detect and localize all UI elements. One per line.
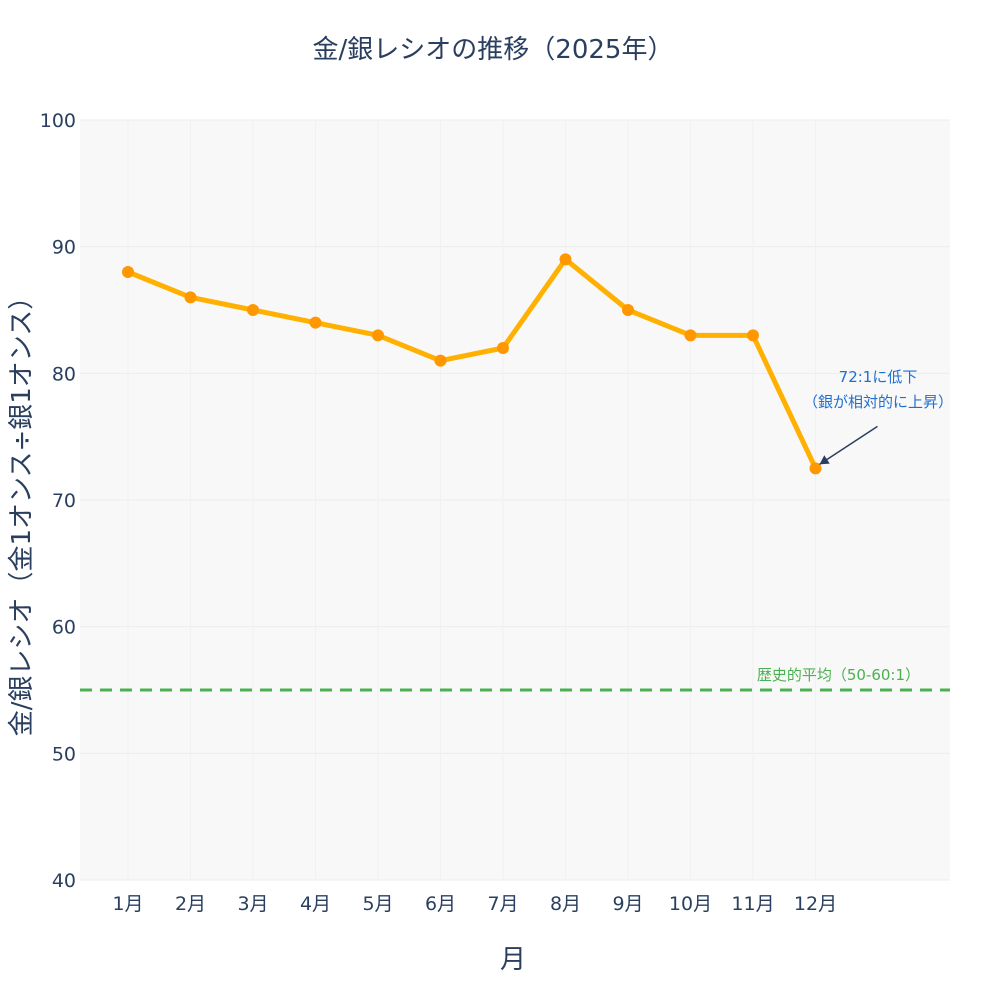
data-point[interactable]: [184, 291, 197, 304]
data-point[interactable]: [434, 354, 447, 367]
x-tick-label: 6月: [425, 893, 456, 915]
y-tick-label: 90: [52, 237, 76, 259]
x-tick-label: 4月: [300, 893, 331, 915]
historical-average-label: 歴史的平均（50-60:1）: [757, 666, 920, 684]
y-tick-label: 70: [52, 490, 76, 512]
chart-title: 金/銀レシオの推移（2025年）: [313, 35, 674, 65]
x-axis-title: 月: [500, 945, 526, 975]
x-tick-label: 10月: [669, 893, 712, 915]
y-tick-label: 80: [52, 363, 76, 385]
y-tick-label: 50: [52, 743, 76, 765]
data-point[interactable]: [809, 462, 822, 475]
x-tick-label: 7月: [487, 893, 518, 915]
y-tick-label: 100: [40, 110, 76, 132]
data-point[interactable]: [122, 266, 134, 278]
x-tick-label: 1月: [112, 893, 143, 915]
x-tick-label: 2月: [175, 893, 206, 915]
data-point[interactable]: [372, 329, 384, 342]
y-tick-label: 60: [52, 617, 76, 639]
x-tick-labels: 1月 2月 3月 4月 5月 6月 7月 8月 9月 10月 11月 12月: [112, 893, 837, 915]
data-point[interactable]: [247, 304, 259, 316]
x-tick-label: 12月: [794, 893, 837, 915]
annotation-group: 72:1に低下 （銀が相対的に上昇）: [803, 368, 953, 465]
annotation-arrowhead: [819, 455, 830, 465]
annotation-text: （銀が相対的に上昇）: [803, 393, 953, 411]
x-tick-label: 5月: [362, 893, 393, 915]
data-point[interactable]: [309, 316, 322, 329]
data-point[interactable]: [684, 329, 697, 342]
data-point[interactable]: [747, 329, 759, 342]
data-point[interactable]: [559, 253, 572, 266]
reference-line-group: 歴史的平均（50-60:1）: [80, 666, 950, 692]
series-line: [125, 256, 818, 471]
x-tick-label: 3月: [237, 893, 268, 915]
y-tick-label: 40: [52, 870, 76, 892]
series-group: [122, 253, 822, 475]
y-tick-labels: 40 50 60 70 80 90 100: [40, 110, 76, 892]
x-tick-label: 8月: [550, 893, 581, 915]
gridlines: [80, 119, 950, 881]
data-point[interactable]: [622, 304, 634, 316]
x-tick-label: 11月: [731, 893, 774, 915]
y-axis-title: 金/銀レシオ（金1オンス÷銀1オンス）: [7, 284, 37, 737]
annotation-arrow: [819, 425, 878, 465]
annotation-text: 72:1に低下: [839, 368, 918, 386]
x-tick-label: 9月: [612, 893, 643, 915]
data-point[interactable]: [497, 342, 509, 354]
